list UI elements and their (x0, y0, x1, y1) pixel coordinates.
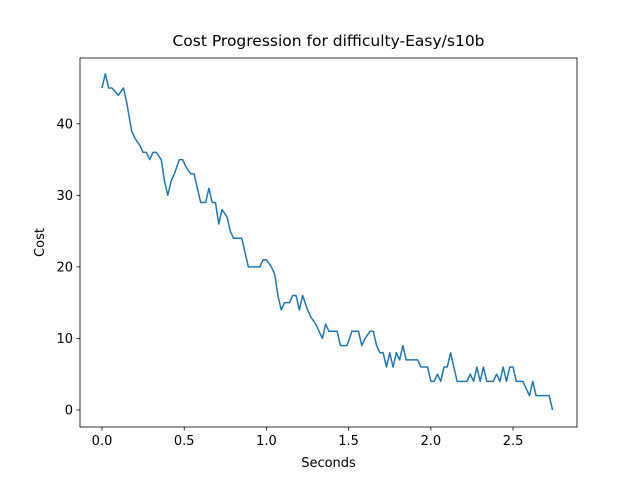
y-tick-label: 20 (56, 260, 73, 275)
line (101, 72, 554, 411)
x-axis-label: Seconds (301, 456, 356, 471)
x-tick-label: 2.0 (420, 434, 441, 449)
x-tick-label: 0.5 (174, 434, 195, 449)
x-tick-label: 2.5 (503, 434, 524, 449)
y-tick-label: 0 (65, 403, 73, 418)
y-tick-label: 40 (56, 117, 73, 132)
x-tick-label: 0.0 (92, 434, 113, 449)
plot-frame (79, 57, 578, 428)
x-tick-label: 1.0 (256, 434, 277, 449)
y-tick-label: 10 (56, 332, 73, 347)
y-axis-label: Cost (33, 228, 48, 257)
chart-title: Cost Progression for difficulty-Easy/s10… (172, 32, 484, 50)
x-tick-label: 1.5 (338, 434, 359, 449)
y-tick-label: 30 (56, 189, 73, 204)
